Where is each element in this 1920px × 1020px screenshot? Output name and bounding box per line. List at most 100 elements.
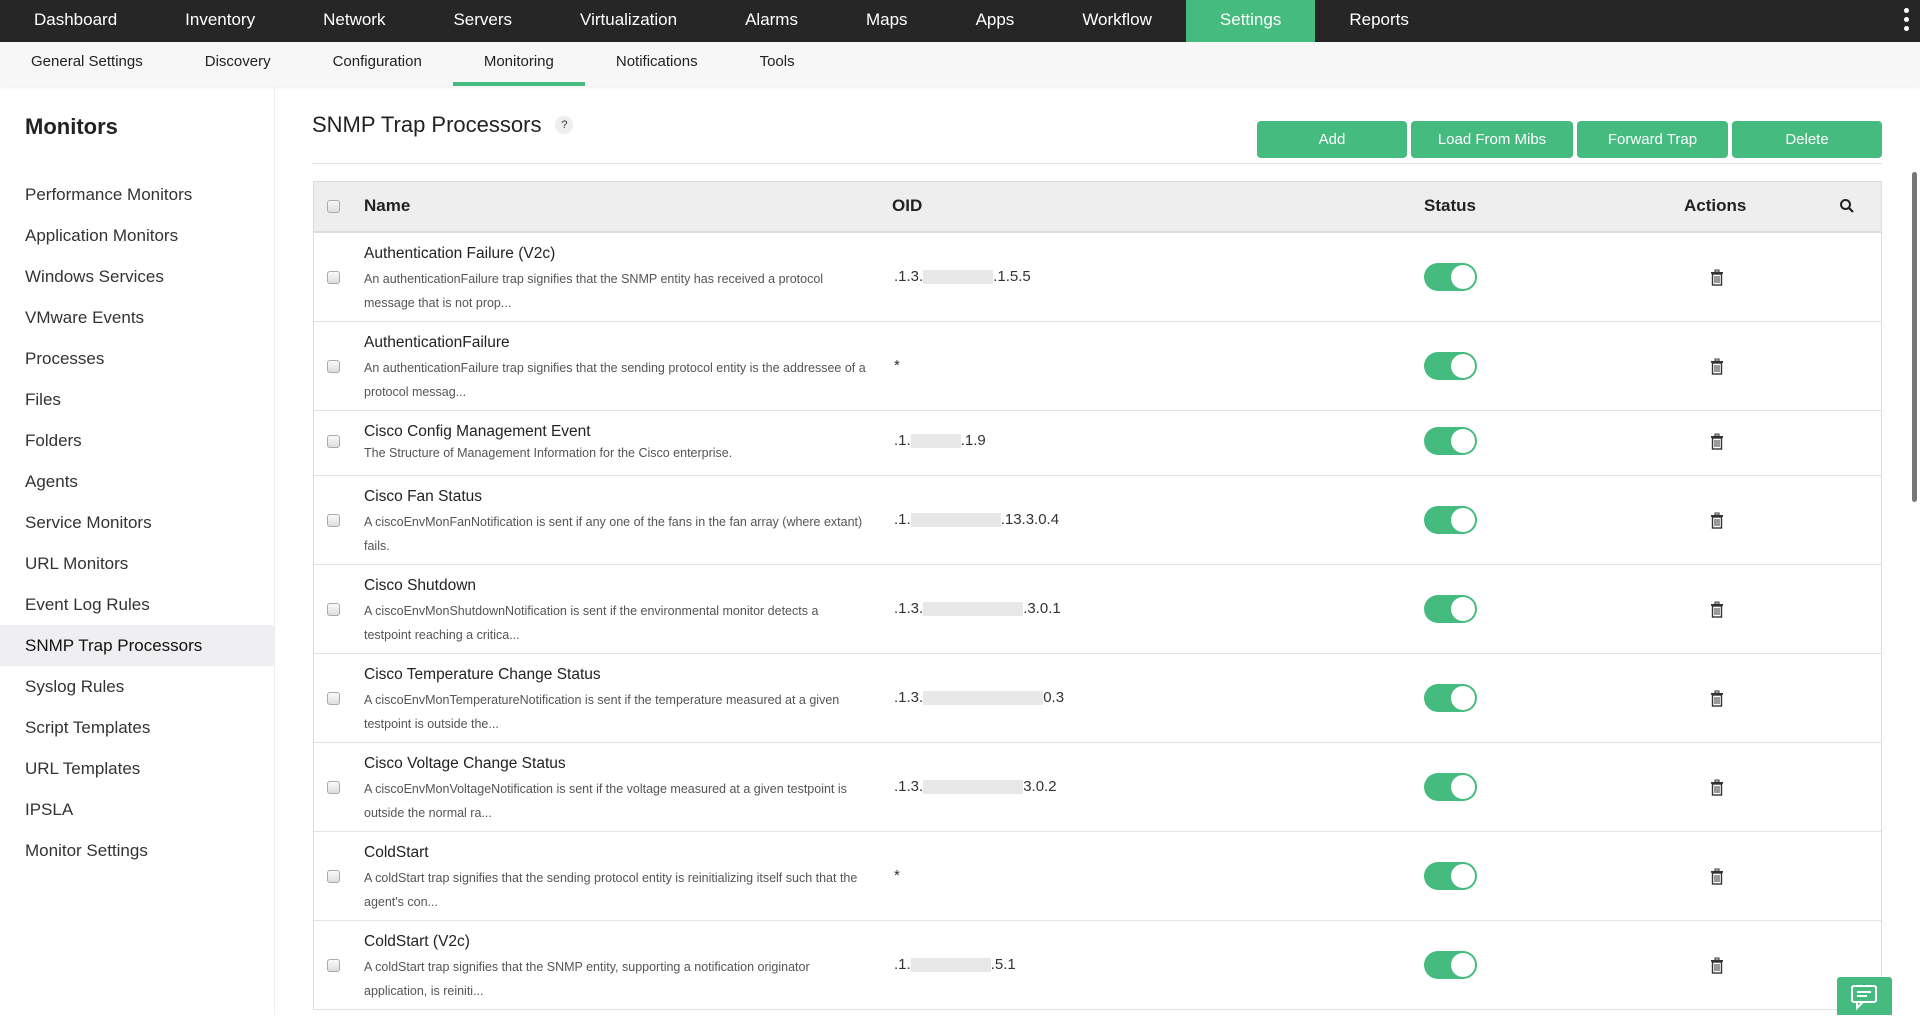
trap-name[interactable]: Cisco Shutdown — [364, 577, 477, 594]
trash-icon[interactable] — [1710, 957, 1724, 974]
sidebar-item-performance-monitors[interactable]: Performance Monitors — [25, 185, 193, 204]
row-checkbox[interactable] — [327, 692, 340, 705]
add-button[interactable]: Add — [1257, 121, 1407, 158]
trap-name[interactable]: Authentication Failure (V2c) — [364, 245, 556, 262]
nav-servers[interactable]: Servers — [453, 10, 513, 29]
more-options-icon[interactable] — [1904, 8, 1910, 31]
trap-description: A ciscoEnvMonVoltageNotification is sent… — [364, 782, 847, 820]
row-checkbox[interactable] — [327, 959, 340, 972]
status-toggle[interactable] — [1424, 951, 1477, 979]
sidebar-item-ipsla[interactable]: IPSLA — [25, 800, 74, 819]
nav-workflow[interactable]: Workflow — [1082, 10, 1152, 29]
table-row: Cisco Fan Status A ciscoEnvMonFanNotific… — [314, 476, 1881, 565]
trap-oid: * — [894, 867, 900, 884]
nav-alarms[interactable]: Alarms — [745, 10, 798, 29]
status-toggle[interactable] — [1424, 263, 1477, 291]
trash-icon[interactable] — [1710, 358, 1724, 375]
row-checkbox[interactable] — [327, 360, 340, 373]
sidebar-item-url-templates[interactable]: URL Templates — [25, 759, 141, 778]
status-toggle[interactable] — [1424, 684, 1477, 712]
delete-button[interactable]: Delete — [1732, 121, 1882, 158]
row-checkbox[interactable] — [327, 435, 340, 448]
nav-apps[interactable]: Apps — [975, 10, 1015, 29]
row-checkbox[interactable] — [327, 603, 340, 616]
tab-configuration[interactable]: Configuration — [332, 53, 422, 70]
header-oid[interactable]: OID — [892, 196, 923, 215]
scrollbar[interactable] — [1912, 172, 1917, 502]
help-icon[interactable]: ? — [555, 116, 574, 134]
oid-suffix: .1.9 — [960, 432, 986, 449]
sidebar-item-snmp-trap-processors[interactable]: SNMP Trap Processors — [0, 625, 274, 666]
row-checkbox[interactable] — [327, 781, 340, 794]
nav-virtualization[interactable]: Virtualization — [580, 10, 678, 29]
oid-redacted — [923, 690, 1044, 705]
trap-name[interactable]: Cisco Voltage Change Status — [364, 755, 566, 772]
search-icon[interactable] — [1839, 198, 1855, 214]
tab-general-settings[interactable]: General Settings — [31, 53, 143, 70]
sidebar-item-application-monitors[interactable]: Application Monitors — [25, 226, 179, 245]
sidebar-item-syslog-rules[interactable]: Syslog Rules — [25, 677, 125, 696]
chat-button[interactable] — [1837, 977, 1892, 1015]
status-toggle[interactable] — [1424, 506, 1477, 534]
status-toggle[interactable] — [1424, 595, 1477, 623]
forward-trap-button[interactable]: Forward Trap — [1577, 121, 1728, 158]
trap-name[interactable]: AuthenticationFailure — [364, 334, 510, 351]
trap-name[interactable]: Cisco Fan Status — [364, 488, 483, 505]
status-toggle[interactable] — [1424, 427, 1477, 455]
trash-icon[interactable] — [1710, 601, 1724, 618]
trap-description: The Structure of Management Information … — [364, 446, 733, 460]
sidebar-item-folders[interactable]: Folders — [25, 431, 82, 450]
trap-name[interactable]: ColdStart (V2c) — [364, 933, 470, 950]
trap-name[interactable]: ColdStart — [364, 844, 429, 861]
sidebar-item-service-monitors[interactable]: Service Monitors — [25, 513, 152, 532]
header-name[interactable]: Name — [364, 196, 411, 215]
tab-monitoring[interactable]: Monitoring — [452, 42, 585, 86]
oid-prefix: * — [894, 867, 900, 884]
sidebar-item-url-monitors[interactable]: URL Monitors — [25, 554, 129, 573]
trash-icon[interactable] — [1710, 269, 1724, 286]
row-checkbox[interactable] — [327, 271, 340, 284]
nav-dashboard[interactable]: Dashboard — [34, 10, 118, 29]
trash-icon[interactable] — [1710, 779, 1724, 796]
trap-oid: .1.3. 0.3 — [894, 689, 1064, 706]
status-toggle[interactable] — [1424, 862, 1477, 890]
trap-name[interactable]: Cisco Temperature Change Status — [364, 666, 601, 683]
status-toggle[interactable] — [1424, 352, 1477, 380]
sidebar-item-files[interactable]: Files — [25, 390, 61, 409]
tab-tools[interactable]: Tools — [759, 53, 795, 70]
trap-name[interactable]: Cisco Config Management Event — [364, 423, 591, 440]
nav-settings[interactable]: Settings — [1185, 0, 1316, 42]
sidebar-item-monitor-settings[interactable]: Monitor Settings — [25, 841, 148, 860]
trash-icon[interactable] — [1710, 433, 1724, 450]
nav-network[interactable]: Network — [323, 10, 386, 29]
trap-description: An authenticationFailure trap signifies … — [364, 272, 824, 310]
trap-description: A coldStart trap signifies that the send… — [364, 871, 858, 909]
sidebar-item-script-templates[interactable]: Script Templates — [25, 718, 151, 737]
nav-inventory[interactable]: Inventory — [185, 10, 256, 29]
sub-nav: General Settings Discovery Configuration Mo… — [0, 42, 1920, 86]
sidebar-item-agents[interactable]: Agents — [25, 472, 78, 491]
oid-suffix: .3.0.1 — [1023, 600, 1061, 617]
sidebar-item-event-log-rules[interactable]: Event Log Rules — [25, 595, 150, 614]
tab-notifications[interactable]: Notifications — [615, 53, 698, 70]
status-toggle[interactable] — [1424, 773, 1477, 801]
trash-icon[interactable] — [1710, 690, 1724, 707]
table-row: Cisco Temperature Change Status A ciscoE… — [314, 654, 1881, 743]
sidebar-item-windows-services[interactable]: Windows Services — [25, 267, 164, 286]
trash-icon[interactable] — [1710, 512, 1724, 529]
table-row: AuthenticationFailure An authenticationF… — [314, 322, 1881, 411]
nav-maps[interactable]: Maps — [865, 10, 908, 29]
trash-icon[interactable] — [1710, 868, 1724, 885]
tab-discovery[interactable]: Discovery — [204, 53, 271, 70]
oid-prefix: .1. — [894, 432, 911, 449]
row-checkbox[interactable] — [327, 870, 340, 883]
sidebar-item-processes[interactable]: Processes — [25, 349, 105, 368]
load-from-mibs-button[interactable]: Load From Mibs — [1411, 121, 1573, 158]
select-all-checkbox[interactable] — [327, 200, 340, 213]
nav-reports[interactable]: Reports — [1349, 10, 1409, 29]
row-checkbox[interactable] — [327, 514, 340, 527]
header-status[interactable]: Status — [1424, 196, 1476, 215]
oid-suffix: .13.3.0.4 — [1000, 511, 1060, 528]
sidebar-item-vmware-events[interactable]: VMware Events — [25, 308, 145, 327]
oid-suffix: .5.1 — [990, 956, 1016, 973]
